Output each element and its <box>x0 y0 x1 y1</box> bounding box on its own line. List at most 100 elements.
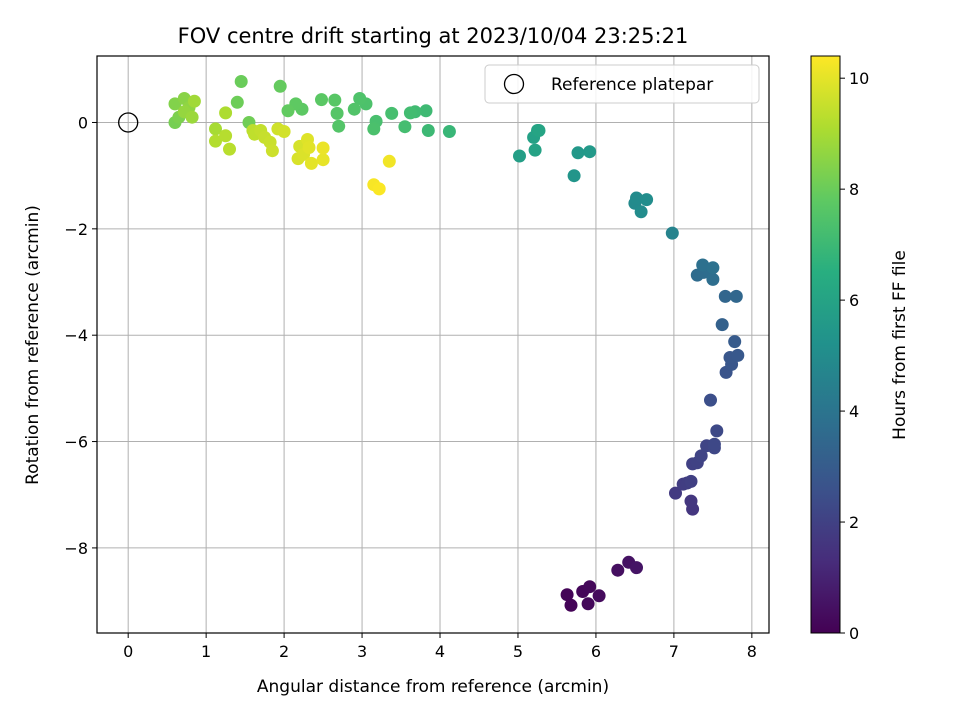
colorbar-label: Hours from first FF file <box>890 250 910 440</box>
data-point <box>715 318 729 332</box>
data-point <box>571 146 585 160</box>
data-point <box>382 154 396 168</box>
data-point <box>316 153 330 167</box>
data-point <box>710 424 724 438</box>
colorbar-tick-label: 8 <box>849 180 859 199</box>
x-tick-label: 5 <box>513 642 523 661</box>
x-tick-label: 8 <box>747 642 757 661</box>
data-point <box>219 129 233 143</box>
data-point <box>234 75 248 88</box>
colorbar: 0 2 4 6 8 10 Hours from first FF file <box>810 55 910 643</box>
data-point <box>707 437 721 451</box>
data-point <box>583 580 597 594</box>
data-point <box>332 119 346 133</box>
colorbar-tick-label: 10 <box>849 69 869 88</box>
chart-title: FOV centre drift starting at 2023/10/04 … <box>178 24 689 48</box>
data-point <box>532 124 546 137</box>
legend: Reference platepar <box>484 64 760 104</box>
colorbar-ticks: 0 2 4 6 8 10 <box>840 69 869 643</box>
x-tick-label: 6 <box>591 642 601 661</box>
data-point <box>302 141 316 154</box>
colorbar-tick-label: 4 <box>849 402 859 421</box>
x-tick-label: 7 <box>669 642 679 661</box>
reference-platepar-marker <box>118 112 139 133</box>
data-point <box>694 449 708 463</box>
data-point <box>421 124 435 137</box>
reference-marker-layer <box>118 112 139 133</box>
data-point <box>564 598 578 612</box>
grid-lines <box>97 56 769 633</box>
colorbar-tick-label: 2 <box>849 513 859 532</box>
y-tick-label: −2 <box>64 220 88 239</box>
data-point <box>419 104 433 118</box>
data-point <box>187 94 201 108</box>
data-point <box>403 106 417 120</box>
data-point <box>684 474 698 488</box>
data-point <box>560 588 574 602</box>
data-point <box>718 289 732 303</box>
colorbar-gradient <box>810 55 841 634</box>
legend-box <box>484 64 760 104</box>
data-point <box>367 122 381 136</box>
data-point <box>704 393 717 407</box>
y-axis-ticks: 0 −2 −4 −6 −8 <box>64 113 97 558</box>
data-point <box>729 289 743 303</box>
data-point <box>728 335 742 349</box>
data-point <box>669 486 682 500</box>
data-point <box>630 561 643 575</box>
colorbar-tick-label: 0 <box>849 624 859 643</box>
data-point <box>316 141 330 155</box>
data-point <box>372 182 386 196</box>
data-point <box>696 258 710 272</box>
x-axis-label: Angular distance from reference (arcmin) <box>257 677 609 697</box>
data-point <box>611 563 625 577</box>
data-point <box>265 144 279 158</box>
y-tick-label: −8 <box>64 539 88 558</box>
x-tick-label: 0 <box>123 642 133 661</box>
data-point <box>315 93 328 107</box>
data-point <box>634 205 648 219</box>
data-point <box>185 110 199 124</box>
data-point <box>583 145 597 159</box>
data-point <box>330 106 344 120</box>
x-tick-label: 4 <box>435 642 445 661</box>
y-tick-label: −6 <box>64 433 88 452</box>
data-point <box>304 156 318 170</box>
data-point <box>706 272 720 286</box>
data-point <box>209 122 222 136</box>
data-point <box>230 95 244 109</box>
data-point <box>347 102 361 116</box>
plot-frame <box>96 55 770 634</box>
data-point <box>277 125 291 138</box>
data-point <box>630 191 643 205</box>
data-point <box>581 597 595 611</box>
x-tick-label: 1 <box>201 642 211 661</box>
data-point <box>398 120 412 134</box>
data-points <box>168 75 745 612</box>
data-point <box>273 79 287 93</box>
data-point <box>592 589 606 603</box>
data-point <box>442 125 456 138</box>
legend-marker-icon <box>503 73 525 95</box>
colorbar-tick-label: 6 <box>849 291 859 310</box>
data-point <box>328 93 342 107</box>
y-tick-label: −4 <box>64 326 88 345</box>
data-point <box>567 169 581 183</box>
x-tick-label: 2 <box>279 642 289 661</box>
data-point <box>385 106 399 120</box>
data-point <box>281 104 295 118</box>
data-point <box>219 106 233 120</box>
y-tick-label: 0 <box>78 113 88 132</box>
data-point <box>223 142 236 156</box>
data-point <box>665 226 679 240</box>
data-point <box>528 143 542 157</box>
data-point <box>684 494 698 508</box>
data-point <box>513 149 526 163</box>
x-axis-ticks: 0 1 2 3 4 5 6 7 8 <box>123 633 757 661</box>
data-point <box>731 348 745 362</box>
x-tick-label: 3 <box>357 642 367 661</box>
data-point <box>353 92 367 105</box>
legend-entry: Reference platepar <box>551 75 713 95</box>
data-point <box>209 134 222 148</box>
